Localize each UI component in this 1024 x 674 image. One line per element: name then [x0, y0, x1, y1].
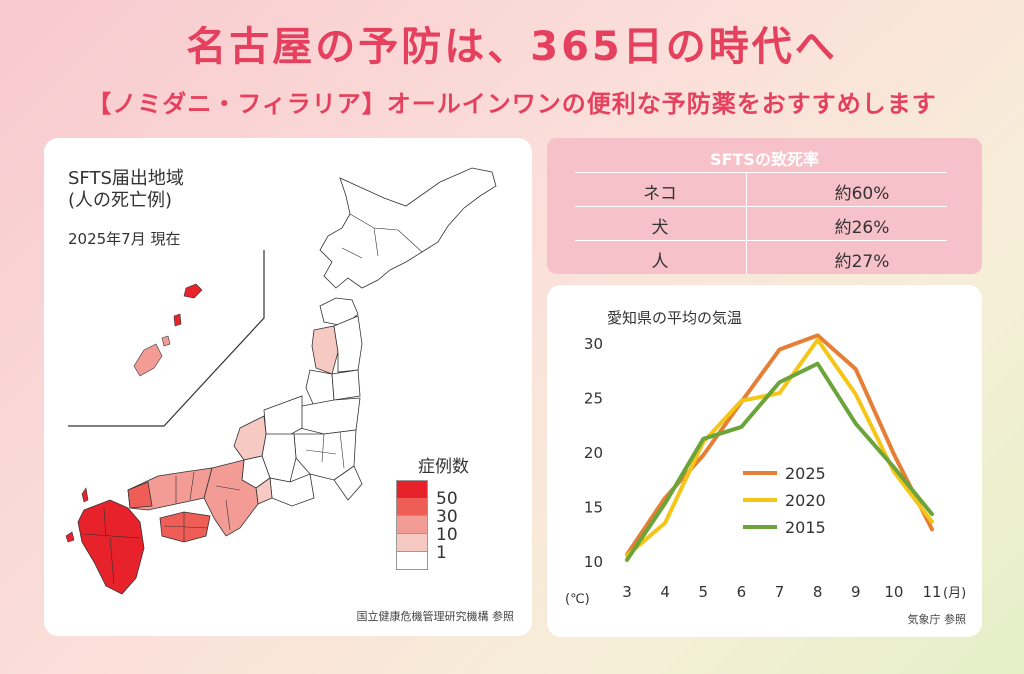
chugoku-divisions [175, 471, 195, 504]
x-tick-label: 6 [737, 583, 747, 601]
kyushu-divisions [83, 507, 141, 585]
legend-swatch-30 [396, 498, 428, 516]
region-hokkaido [319, 167, 497, 289]
x-tick-label: 3 [622, 583, 632, 601]
legend-label-2015: 2015 [785, 518, 826, 537]
y-tick-label: 20 [584, 444, 603, 462]
region-aomori [319, 297, 359, 327]
island-miyako [161, 335, 171, 347]
region-fukushima [299, 397, 361, 435]
hokkaido-divisions [341, 213, 423, 259]
temperature-chart-card: 愛知県の平均の気温 10 15 20 25 30 3 4 5 6 7 8 9 10 11 (℃) (月) 202… [547, 285, 982, 637]
series-line-2015 [625, 361, 934, 562]
page-title: 名古屋の予防は、365日の時代へ [186, 24, 838, 70]
japan-map [65, 167, 497, 595]
table-divider [746, 207, 747, 240]
table-row: 犬 約26% [575, 207, 947, 241]
fatality-value: 約26% [834, 218, 890, 238]
fatality-rate-card: SFTSの致死率 ネコ 約60% 犬 約26% 人 約27% [547, 138, 982, 274]
kinki-divisions [215, 485, 241, 531]
legend-swatch-0 [396, 552, 428, 570]
region-hokuriku [233, 415, 267, 461]
table-row: ネコ 約60% [575, 172, 947, 207]
legend-label-10: 10 [436, 525, 458, 545]
y-tick-label: 25 [584, 390, 603, 408]
fatality-table: ネコ 約60% 犬 約26% 人 約27% [575, 172, 947, 274]
fatality-label: 人 [651, 252, 669, 272]
island-amami [183, 283, 203, 299]
map-title-line1: SFTS届出地域 [68, 168, 184, 189]
legend-swatch-1 [396, 534, 428, 552]
okinawa-inset-frame [68, 250, 265, 427]
region-akita [311, 325, 339, 375]
y-tick-label: 30 [584, 335, 603, 353]
region-miyagi [331, 369, 361, 401]
map-source: 国立健康危機管理研究機構 参照 [356, 610, 515, 623]
map-title-line2: (人の死亡例) [68, 190, 173, 211]
series-line-2020 [625, 337, 934, 558]
legend-swatch-10 [396, 516, 428, 534]
chart-source: 気象庁 参照 [907, 613, 967, 626]
fatality-value: 約27% [834, 252, 890, 272]
x-tick-label: 5 [698, 583, 708, 601]
kanto-divisions [305, 431, 345, 469]
legend-title: 症例数 [418, 457, 469, 477]
region-iwate [333, 315, 363, 373]
legend-label-30: 30 [436, 507, 458, 527]
legend-swatch-50 [396, 480, 428, 499]
fatality-title: SFTSの致死率 [710, 150, 819, 169]
sfts-map-card: SFTS届出地域 (人の死亡例) 2025年7月 現在 [44, 138, 532, 636]
legend-label-50: 50 [436, 489, 458, 509]
island-tsushima [81, 487, 89, 503]
legend-label-1: 1 [436, 543, 447, 563]
x-tick-label: 11 [922, 583, 941, 601]
table-divider [746, 241, 747, 274]
x-tick-label: 10 [884, 583, 903, 601]
y-tick-label: 10 [584, 553, 603, 571]
x-tick-label: 4 [660, 583, 670, 601]
x-tick-label: 9 [851, 583, 861, 601]
y-tick-label: 15 [584, 499, 603, 517]
region-chiba [333, 465, 363, 501]
chugoku-west [127, 481, 153, 509]
legend-label-2025: 2025 [785, 464, 826, 483]
y-axis-unit: (℃) [565, 592, 590, 607]
region-kinki [203, 459, 259, 537]
fatality-value: 約60% [834, 184, 890, 204]
map-date: 2025年7月 現在 [68, 230, 181, 248]
legend-label-2020: 2020 [785, 491, 826, 510]
table-divider [746, 173, 747, 206]
chart-title: 愛知県の平均の気温 [607, 309, 743, 327]
page-subtitle: 【ノミダニ・フィラリア】オールインワンの便利な予防薬をおすすめします [87, 90, 937, 118]
table-row: 人 約27% [575, 241, 947, 274]
fatality-label: 犬 [651, 218, 669, 238]
x-tick-label: 7 [775, 583, 785, 601]
island-tokara [173, 313, 182, 327]
shikoku-divisions [163, 512, 209, 542]
island-goto [65, 531, 75, 543]
x-axis-unit: (月) [943, 586, 966, 601]
series-line-2025 [625, 333, 934, 557]
x-tick-label: 8 [813, 583, 823, 601]
map-title: SFTS届出地域 (人の死亡例) [68, 168, 184, 212]
region-niigata [263, 395, 303, 439]
fatality-label: ネコ [643, 184, 677, 204]
island-okinawa [133, 343, 163, 377]
